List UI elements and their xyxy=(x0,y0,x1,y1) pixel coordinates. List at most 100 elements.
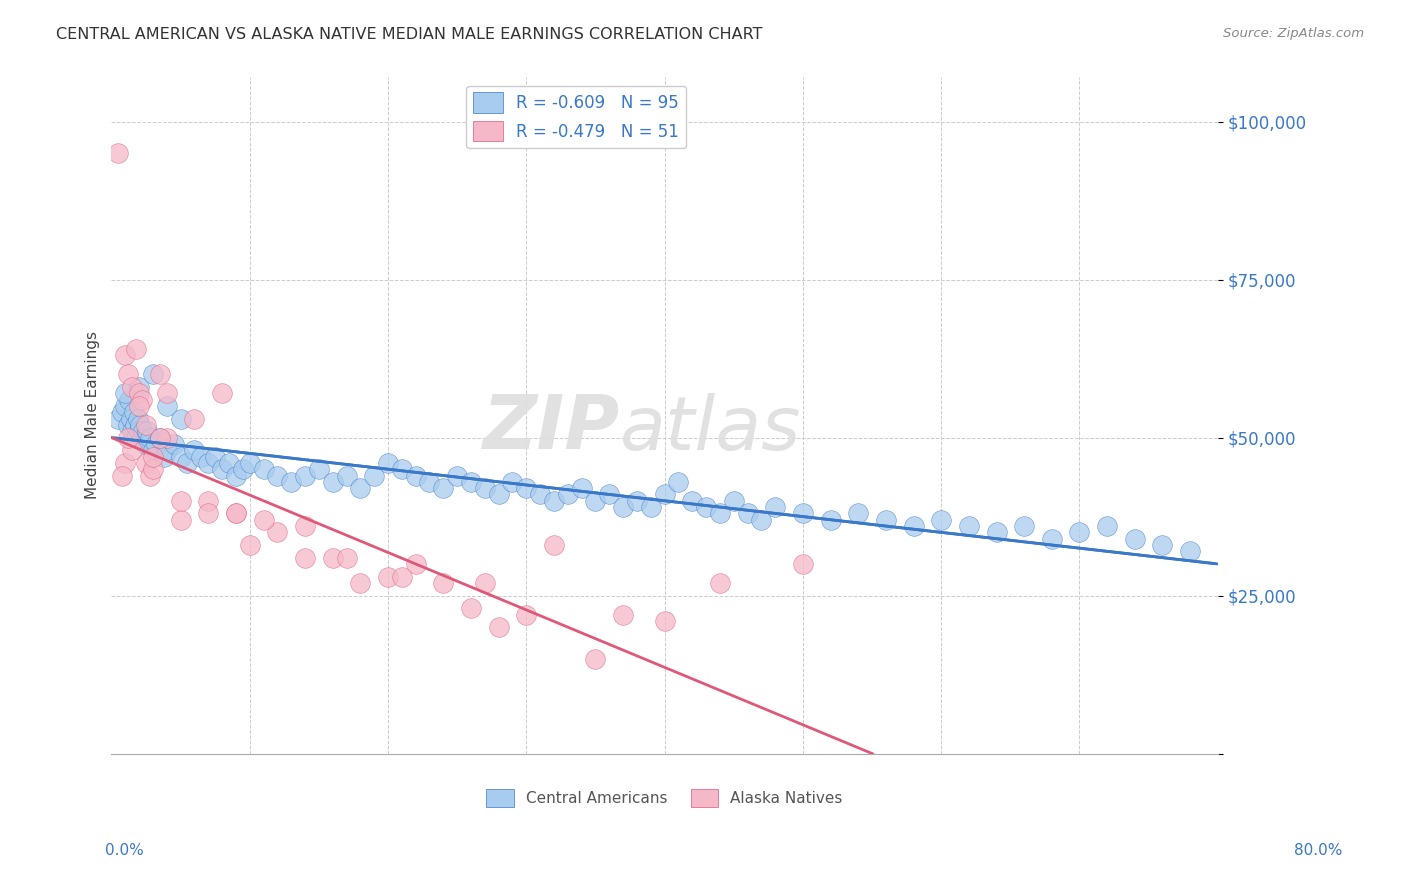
Point xyxy=(197,507,219,521)
Point xyxy=(446,468,468,483)
Point xyxy=(118,392,141,407)
Point xyxy=(225,507,247,521)
Point xyxy=(1123,532,1146,546)
Point xyxy=(169,513,191,527)
Point xyxy=(183,443,205,458)
Point xyxy=(792,507,814,521)
Point xyxy=(135,417,157,432)
Point xyxy=(142,462,165,476)
Point xyxy=(252,513,274,527)
Point xyxy=(280,475,302,489)
Point xyxy=(418,475,440,489)
Point xyxy=(127,411,149,425)
Point xyxy=(176,456,198,470)
Point xyxy=(543,493,565,508)
Point xyxy=(557,487,579,501)
Point xyxy=(515,607,537,622)
Point xyxy=(156,431,179,445)
Text: ZIP: ZIP xyxy=(484,392,620,466)
Point xyxy=(183,411,205,425)
Point xyxy=(612,607,634,622)
Point xyxy=(363,468,385,483)
Point xyxy=(131,392,153,407)
Point xyxy=(322,475,344,489)
Point xyxy=(640,500,662,514)
Point xyxy=(294,550,316,565)
Point xyxy=(585,651,607,665)
Point xyxy=(128,424,150,438)
Point xyxy=(474,575,496,590)
Point xyxy=(211,386,233,401)
Point xyxy=(543,538,565,552)
Point xyxy=(792,557,814,571)
Legend: Central Americans, Alaska Natives: Central Americans, Alaska Natives xyxy=(481,782,849,814)
Point xyxy=(1040,532,1063,546)
Point xyxy=(460,601,482,615)
Point xyxy=(149,431,172,445)
Point xyxy=(335,468,357,483)
Point xyxy=(239,538,262,552)
Point xyxy=(129,417,152,432)
Point xyxy=(709,575,731,590)
Point xyxy=(391,569,413,583)
Point xyxy=(488,487,510,501)
Point xyxy=(957,519,980,533)
Point xyxy=(125,342,148,356)
Point xyxy=(1012,519,1035,533)
Point xyxy=(138,437,160,451)
Point xyxy=(668,475,690,489)
Point xyxy=(501,475,523,489)
Point xyxy=(432,575,454,590)
Point xyxy=(626,493,648,508)
Point xyxy=(474,481,496,495)
Point xyxy=(460,475,482,489)
Point xyxy=(190,450,212,464)
Point xyxy=(488,620,510,634)
Point xyxy=(132,424,155,438)
Point xyxy=(377,569,399,583)
Point xyxy=(654,614,676,628)
Point xyxy=(1095,519,1118,533)
Point xyxy=(125,431,148,445)
Point xyxy=(252,462,274,476)
Point xyxy=(681,493,703,508)
Text: 0.0%: 0.0% xyxy=(105,843,145,858)
Point xyxy=(654,487,676,501)
Point xyxy=(875,513,897,527)
Point xyxy=(709,507,731,521)
Point xyxy=(128,380,150,394)
Point xyxy=(142,450,165,464)
Point xyxy=(349,575,371,590)
Point xyxy=(156,399,179,413)
Point xyxy=(149,431,172,445)
Point xyxy=(136,424,159,438)
Point xyxy=(117,431,139,445)
Text: CENTRAL AMERICAN VS ALASKA NATIVE MEDIAN MALE EARNINGS CORRELATION CHART: CENTRAL AMERICAN VS ALASKA NATIVE MEDIAN… xyxy=(56,27,762,42)
Point xyxy=(121,424,143,438)
Point xyxy=(266,468,288,483)
Point xyxy=(377,456,399,470)
Point xyxy=(322,550,344,565)
Point xyxy=(335,550,357,565)
Point xyxy=(142,443,165,458)
Point xyxy=(695,500,717,514)
Point xyxy=(1152,538,1174,552)
Point xyxy=(139,431,162,445)
Point xyxy=(751,513,773,527)
Point xyxy=(120,411,142,425)
Point xyxy=(111,468,134,483)
Point xyxy=(163,437,186,451)
Point xyxy=(1178,544,1201,558)
Point xyxy=(128,399,150,413)
Point xyxy=(139,468,162,483)
Point xyxy=(142,368,165,382)
Point xyxy=(266,525,288,540)
Point xyxy=(149,368,172,382)
Point xyxy=(121,443,143,458)
Point xyxy=(135,456,157,470)
Y-axis label: Median Male Earnings: Median Male Earnings xyxy=(86,332,100,500)
Point xyxy=(121,380,143,394)
Point xyxy=(197,456,219,470)
Point xyxy=(598,487,620,501)
Point xyxy=(156,443,179,458)
